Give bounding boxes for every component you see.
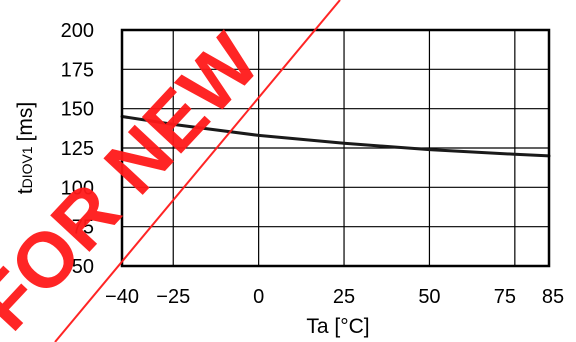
x-tick-label: −40 xyxy=(105,286,139,308)
y-tick-label: 50 xyxy=(72,256,94,278)
y-tick-label: 100 xyxy=(61,177,94,199)
x-tick-labels: −40 −25 0 25 50 75 85 xyxy=(105,286,564,308)
y-tick-label: 125 xyxy=(61,138,94,160)
y-axis-title-main: t xyxy=(14,188,37,194)
y-axis-title-sub: DIOV1 xyxy=(19,146,35,188)
x-tick-label: 25 xyxy=(333,286,355,308)
y-tick-label: 200 xyxy=(61,20,94,42)
y-axis-title-unit: [ms] xyxy=(14,102,37,142)
plot-frame xyxy=(120,28,551,268)
series-line xyxy=(120,115,551,158)
x-tick-label: 85 xyxy=(542,286,564,308)
x-tick-label: 0 xyxy=(253,286,264,308)
watermark-rule xyxy=(54,0,341,342)
x-axis-title: Ta [°C] xyxy=(306,315,369,338)
y-tick-labels: 50 75 100 125 150 175 200 xyxy=(61,20,94,278)
x-tick-label: 50 xyxy=(418,286,440,308)
y-tick-label: 75 xyxy=(72,217,94,239)
series-layer xyxy=(120,115,551,158)
y-tick-label: 150 xyxy=(61,99,94,121)
y-tick-label: 175 xyxy=(61,59,94,81)
x-tick-label: −25 xyxy=(156,286,190,308)
y-axis-title: tDIOV1 [ms] xyxy=(14,102,37,195)
x-tick-label: 75 xyxy=(494,286,516,308)
